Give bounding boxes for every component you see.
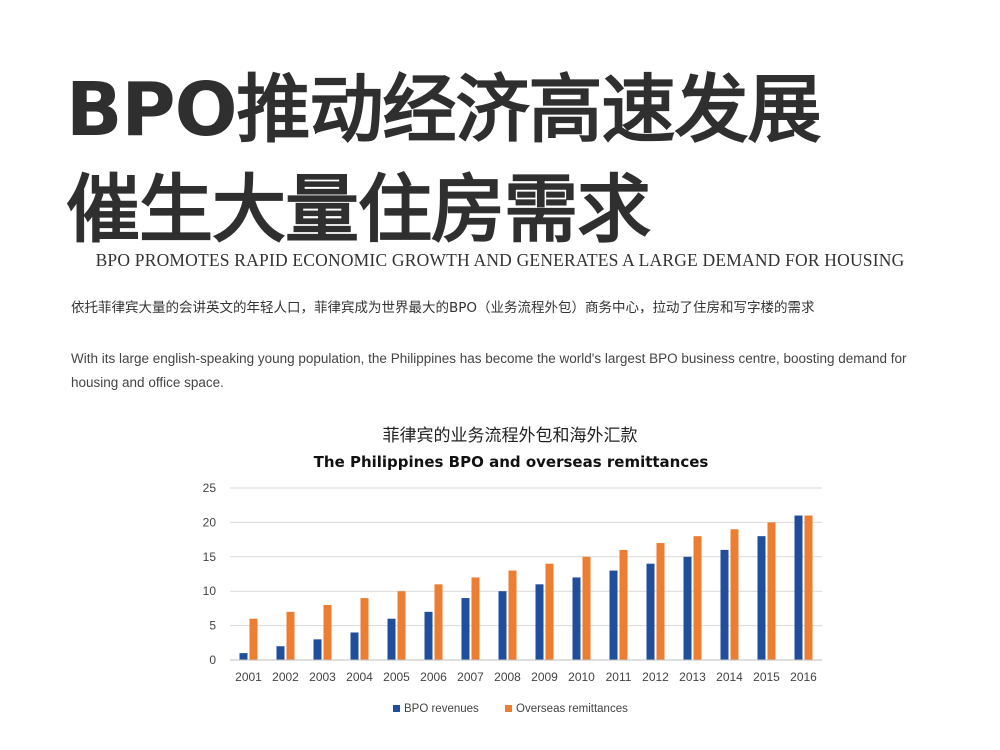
bar-overseas-remittances-2012 — [656, 543, 665, 660]
x-tick-label: 2010 — [568, 670, 595, 684]
x-tick-label: 2001 — [235, 670, 262, 684]
y-tick-label: 15 — [203, 550, 217, 564]
bar-overseas-remittances-2002 — [286, 611, 295, 660]
bar-bpo-revenues-2010 — [572, 577, 581, 660]
bar-bpo-revenues-2013 — [683, 556, 692, 660]
bar-bpo-revenues-2007 — [461, 598, 470, 660]
english-subtitle: BPO PROMOTES RAPID ECONOMIC GROWTH AND G… — [95, 250, 905, 270]
x-tick-label: 2014 — [716, 670, 743, 684]
x-tick-label: 2008 — [494, 670, 521, 684]
chart-subtitle: The Philippines BPO and overseas remitta… — [314, 453, 709, 471]
bar-overseas-remittances-2008 — [508, 570, 517, 660]
bar-overseas-remittances-2013 — [693, 536, 702, 660]
y-tick-label: 25 — [203, 481, 217, 495]
x-tick-label: 2015 — [753, 670, 780, 684]
bar-bpo-revenues-2003 — [313, 639, 322, 660]
bar-bpo-revenues-2004 — [350, 632, 359, 660]
x-tick-label: 2016 — [790, 670, 817, 684]
axes: 0 5 10 15 20 25 2001 2002 2003 2004 2005 2006 2007 20… — [203, 481, 822, 684]
y-tick-label: 0 — [209, 653, 216, 667]
bar-bpo-revenues-2006 — [424, 611, 433, 660]
x-tick-label: 2005 — [383, 670, 410, 684]
x-tick-label: 2011 — [606, 670, 632, 684]
bar-overseas-remittances-2003 — [323, 604, 332, 660]
chart-title: 菲律宾的业务流程外包和海外汇款 — [383, 426, 638, 446]
x-tick-label: 2012 — [642, 670, 669, 684]
bar-overseas-remittances-2004 — [360, 598, 369, 660]
y-tick-label: 20 — [203, 515, 217, 529]
bar-bpo-revenues-2005 — [387, 618, 396, 660]
bar-overseas-remittances-2015 — [767, 522, 776, 660]
x-tick-label: 2004 — [346, 670, 373, 684]
headline-line-2: 催生大量住房需求 — [66, 167, 651, 253]
bar-overseas-remittances-2006 — [434, 584, 443, 660]
x-tick-label: 2002 — [272, 670, 299, 684]
y-tick-label: 10 — [203, 584, 217, 598]
bar-overseas-remittances-2014 — [730, 529, 739, 660]
bar-overseas-remittances-2007 — [471, 577, 480, 660]
bar-overseas-remittances-2009 — [545, 563, 554, 660]
bar-bpo-revenues-2016 — [794, 515, 803, 660]
bar-overseas-remittances-2010 — [582, 556, 591, 660]
legend-swatch — [393, 705, 400, 712]
bar-bpo-revenues-2012 — [646, 563, 655, 660]
bar-overseas-remittances-2001 — [249, 618, 258, 660]
bar-bpo-revenues-2002 — [276, 646, 285, 660]
x-tick-label: 2003 — [309, 670, 336, 684]
legend-label: Overseas remittances — [516, 703, 628, 715]
x-tick-label: 2007 — [457, 670, 484, 684]
legend-label: BPO revenues — [404, 703, 479, 715]
bar-bpo-revenues-2009 — [535, 584, 544, 660]
legend: BPO revenues Overseas remittances — [393, 703, 628, 715]
x-tick-label: 2006 — [420, 670, 447, 684]
bar-bpo-revenues-2014 — [720, 549, 729, 660]
bar-bpo-revenues-2008 — [498, 591, 507, 660]
chinese-description: 依托菲律宾大量的会讲英文的年轻人口，菲律宾成为世界最大的BPO（业务流程外包）商… — [71, 300, 815, 316]
bar-overseas-remittances-2005 — [397, 591, 406, 660]
legend-swatch — [505, 705, 512, 712]
bar-overseas-remittances-2016 — [804, 515, 813, 660]
y-tick-label: 5 — [209, 619, 216, 633]
bar-overseas-remittances-2011 — [619, 549, 628, 660]
x-tick-label: 2009 — [531, 670, 558, 684]
bar-bpo-revenues-2015 — [757, 536, 766, 660]
bars — [239, 515, 813, 660]
bar-bpo-revenues-2001 — [239, 653, 248, 660]
headline: BPO推动经济高速发展 催生大量住房需求 — [66, 60, 822, 260]
headline-line-1: BPO推动经济高速发展 — [66, 67, 822, 153]
x-tick-label: 2013 — [679, 670, 706, 684]
bar-bpo-revenues-2011 — [609, 570, 618, 660]
english-description: With its large english-speaking young po… — [71, 351, 907, 390]
